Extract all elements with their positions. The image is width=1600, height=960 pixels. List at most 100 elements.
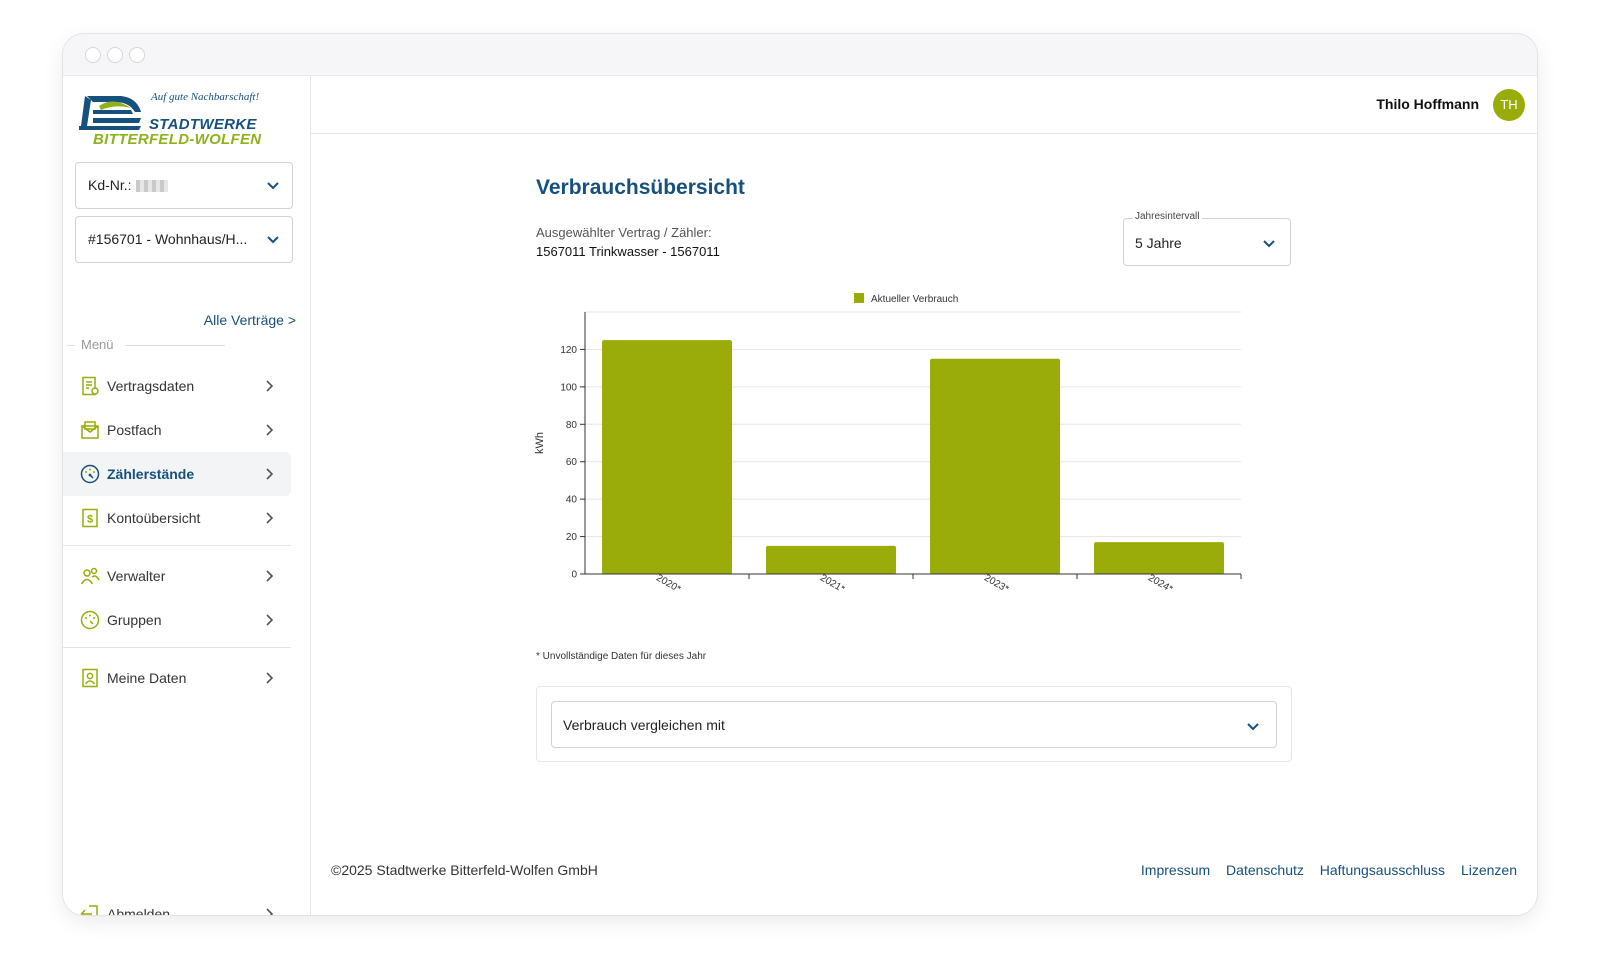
chevron-right-icon [266, 512, 274, 524]
menu-section-label: Menü [63, 337, 311, 353]
sidebar-item-verwalter[interactable]: Verwalter [63, 554, 291, 598]
window-minimize-dot[interactable] [107, 47, 123, 63]
brand-name-line2: BITTERFELD-WOLFEN [93, 131, 262, 148]
user-name[interactable]: Thilo Hoffmann [1376, 96, 1479, 112]
contract-document-icon [82, 376, 99, 396]
footer-link-lizenzen[interactable]: Lizenzen [1460, 862, 1517, 878]
contract-value: 1567011 Trinkwasser - 1567011 [536, 244, 720, 259]
bar-2020 [602, 340, 732, 574]
user-profile-icon [82, 668, 98, 688]
logout-button[interactable]: Abmelden [63, 892, 291, 916]
sidebar-item-label: Meine Daten [107, 670, 187, 686]
chevron-right-icon [266, 570, 274, 582]
customer-number-label: Kd-Nr.: [88, 177, 132, 193]
footer-link-datenschutz[interactable]: Datenschutz [1226, 862, 1304, 878]
top-header: Thilo Hoffmann TH [311, 76, 1537, 134]
sidebar-item-label: Verwalter [107, 568, 166, 584]
consumption-bar-chart: Aktueller Verbrauch 0 20 40 60 80 100 120 kWh 20… [534, 293, 1242, 596]
window-maximize-dot[interactable] [129, 47, 145, 63]
x-tick-label: 2023* [982, 573, 1010, 596]
sidebar-item-vertragsdaten[interactable]: Vertragsdaten [63, 364, 291, 408]
chevron-down-icon [1247, 723, 1259, 731]
svg-text:$: $ [87, 514, 93, 526]
brand-name-line1: STADTWERKE [149, 116, 257, 133]
sidebar-item-label: Gruppen [107, 612, 162, 628]
compare-section: Verbrauch vergleichen mit [536, 686, 1292, 762]
page-title: Verbrauchsübersicht [536, 176, 745, 199]
chevron-down-icon [1263, 240, 1275, 248]
mailbox-icon [81, 421, 99, 439]
year-interval-label: Jahresintervall [1132, 211, 1203, 222]
legend-swatch [854, 293, 864, 303]
x-tick-label: 2020* [654, 573, 682, 596]
sidebar-divider [63, 545, 291, 546]
compare-consumption-select[interactable]: Verbrauch vergleichen mit [551, 701, 1277, 748]
people-icon [80, 567, 100, 585]
x-tick-label: 2024* [1146, 573, 1174, 596]
sidebar-item-postfach[interactable]: Postfach [63, 408, 291, 452]
sidebar-item-kontouebersicht[interactable]: $ Kontoübersicht [63, 496, 291, 540]
sidebar-item-label: Vertragsdaten [107, 378, 195, 394]
bar-2023 [930, 358, 1060, 574]
y-axis-label: kWh [534, 432, 546, 454]
main-content: Verbrauchsübersicht Ausgewählter Vertrag… [311, 134, 1537, 915]
chart-axes [580, 312, 1242, 579]
chevron-down-icon [267, 236, 279, 244]
chevron-right-icon [266, 468, 274, 480]
footer-link-impressum[interactable]: Impressum [1140, 862, 1211, 878]
y-tick-label: 80 [566, 420, 578, 431]
brand-logo[interactable]: Auf gute Nachbarschaft! STADTWERKE BITTE… [79, 90, 279, 152]
sidebar-item-zaehlerstaende[interactable]: Zählerstände [63, 452, 291, 496]
chevron-right-icon [266, 380, 274, 392]
chart-bars [602, 340, 1224, 574]
browser-window: Auf gute Nachbarschaft! STADTWERKE BITTE… [62, 33, 1538, 916]
x-tick-label: 2021* [818, 573, 846, 596]
y-tick-label: 20 [566, 532, 578, 543]
legend-label: Aktueller Verbrauch [871, 294, 958, 305]
all-contracts-link[interactable]: Alle Verträge > [203, 312, 296, 328]
y-tick-label: 120 [560, 345, 577, 356]
sidebar-item-label: Kontoübersicht [107, 510, 201, 526]
sidebar-divider [63, 647, 291, 648]
y-tick-label: 60 [566, 457, 578, 468]
groups-gauge-icon [80, 610, 100, 630]
stadtwerke-logo-icon [79, 96, 141, 130]
y-tick-label: 40 [566, 495, 578, 506]
footer-link-haftungsausschluss[interactable]: Haftungsausschluss [1319, 862, 1446, 878]
brand-tagline: Auf gute Nachbarschaft! [151, 91, 260, 103]
logout-icon [80, 905, 98, 915]
window-close-dot[interactable] [85, 47, 101, 63]
menu-label-text: Menü [81, 337, 114, 352]
contract-label: Ausgewählter Vertrag / Zähler: [536, 225, 712, 240]
logout-label: Abmelden [107, 906, 171, 916]
footer-copyright: ©2025 Stadtwerke Bitterfeld-Wolfen GmbH [331, 862, 598, 878]
account-dollar-icon: $ [82, 508, 98, 528]
y-tick-label: 0 [571, 570, 577, 581]
chevron-down-icon [267, 182, 279, 190]
incomplete-data-footnote: * Unvollständige Daten für dieses Jahr [536, 651, 707, 662]
meter-gauge-icon [80, 464, 100, 484]
chevron-right-icon [266, 672, 274, 684]
chevron-right-icon [266, 908, 274, 915]
chevron-right-icon [266, 614, 274, 626]
compare-select-value: Verbrauch vergleichen mit [563, 717, 725, 733]
chevron-right-icon [266, 424, 274, 436]
sidebar-item-meine-daten[interactable]: Meine Daten [63, 656, 291, 700]
footer-links: Impressum Datenschutz Haftungsausschluss… [1129, 862, 1517, 878]
sidebar-item-label: Zählerstände [107, 466, 195, 482]
avatar[interactable]: TH [1493, 89, 1525, 121]
bar-2024 [1094, 542, 1224, 574]
customer-number-select[interactable]: Kd-Nr.: [75, 162, 293, 209]
year-interval-select[interactable]: Jahresintervall 5 Jahre [1123, 211, 1291, 266]
sidebar-item-label: Postfach [107, 422, 162, 438]
sidebar-item-gruppen[interactable]: Gruppen [63, 598, 291, 642]
chart-legend[interactable]: Aktueller Verbrauch [854, 293, 958, 305]
y-tick-label: 100 [560, 382, 577, 393]
bar-2021 [766, 545, 896, 574]
contract-select-value: #156701 - Wohnhaus/H... [88, 231, 248, 247]
window-titlebar [63, 34, 1537, 76]
sidebar: Auf gute Nachbarschaft! STADTWERKE BITTE… [63, 76, 311, 915]
year-interval-value: 5 Jahre [1135, 235, 1182, 251]
contract-select[interactable]: #156701 - Wohnhaus/H... [75, 216, 293, 263]
customer-number-masked-value [135, 180, 168, 193]
